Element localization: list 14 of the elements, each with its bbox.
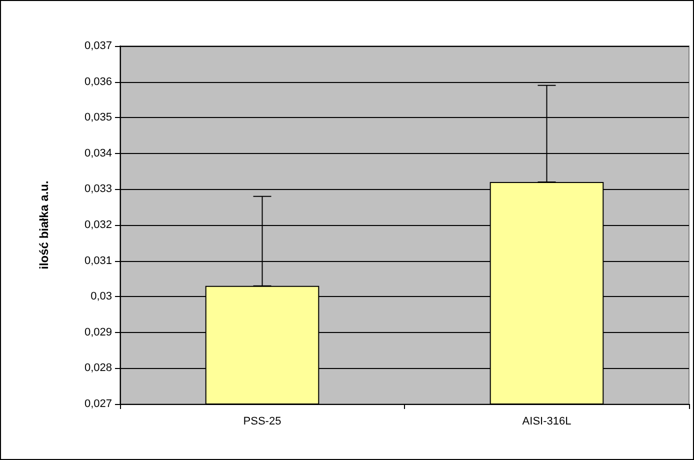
y-tick-label: 0,037	[84, 40, 112, 52]
x-tick-label: AISI-316L	[522, 416, 572, 428]
x-tick-label: PSS-25	[243, 416, 282, 428]
y-tick-label: 0,031	[84, 254, 112, 267]
y-tick-label: 0,035	[84, 112, 112, 124]
y-tick-label: 0,029	[84, 326, 112, 338]
y-tick-label: 0,033	[84, 183, 112, 196]
y-tick-label: 0,027	[84, 398, 112, 410]
y-tick-label: 0,034	[84, 147, 112, 160]
y-tick-label: 0,032	[84, 219, 112, 231]
y-tick-label: 0,028	[84, 362, 112, 374]
y-tick-label: 0,036	[84, 76, 112, 88]
y-tick-label: 0,03	[90, 290, 112, 303]
y-axis-title: ilość białka a.u.	[37, 180, 51, 270]
